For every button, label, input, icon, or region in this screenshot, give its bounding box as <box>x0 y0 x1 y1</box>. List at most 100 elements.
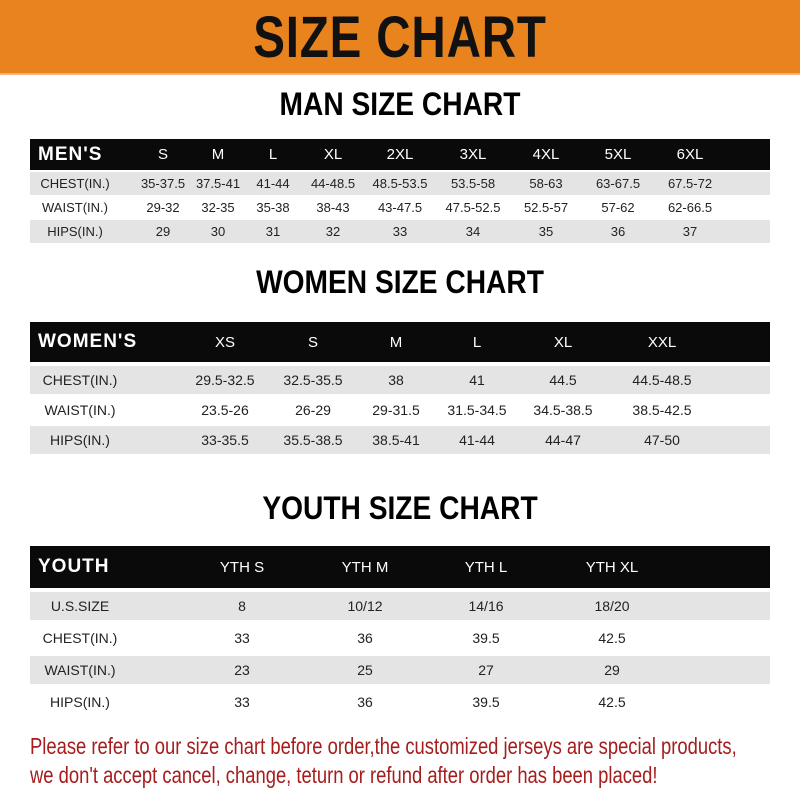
measurement-cell: 52.5-57 <box>523 200 569 215</box>
measurement-cell: 29 <box>155 224 171 239</box>
measurement-cell: 42.5 <box>598 694 626 710</box>
men-section-title: MAN SIZE CHART <box>279 86 521 122</box>
measurement-cell: 29-31.5 <box>372 402 420 418</box>
row-label: WAIST(IN.) <box>42 200 108 215</box>
notice-line-2: we don't accept cancel, change, teturn o… <box>30 762 658 788</box>
table-row: WAIST(IN.) 23.5-26 26-29 29-31.5 31.5-34.5 34… <box>30 396 770 424</box>
size-header-cell: M <box>389 333 403 351</box>
measurement-cell: 67.5-72 <box>667 176 713 191</box>
size-header-cell: 5XL <box>604 146 632 163</box>
measurement-cell: 33 <box>234 694 250 710</box>
row-label: U.S.SIZE <box>50 598 110 614</box>
measurement-cell: 35 <box>538 224 554 239</box>
table-row: HIPS(IN.) 33-35.5 35.5-38.5 38.5-41 41-44 44-… <box>30 426 770 454</box>
size-header-cell: 2XL <box>386 146 414 163</box>
size-header-cell: YTH XL <box>585 558 639 576</box>
measurement-cell: 30 <box>210 224 226 239</box>
measurement-cell: 47.5-52.5 <box>445 200 501 215</box>
table-row: U.S.SIZE 8 10/12 14/16 18/20 <box>30 592 770 620</box>
size-header-cell: YTH L <box>464 558 508 576</box>
measurement-cell: 44-48.5 <box>310 176 356 191</box>
measurement-cell: 36 <box>610 224 626 239</box>
measurement-cell: 39.5 <box>472 630 500 646</box>
table-title-cell: YOUTH <box>38 556 110 577</box>
notice-line-1: Please refer to our size chart before or… <box>30 733 737 759</box>
row-label: HIPS(IN.) <box>50 432 110 448</box>
size-header-cell: L <box>268 146 278 163</box>
measurement-cell: 38.5-41 <box>372 432 420 448</box>
measurement-cell: 36 <box>357 694 373 710</box>
measurement-cell: 36 <box>357 630 373 646</box>
measurement-cell: 23 <box>234 662 250 678</box>
measurement-cell: 41-44 <box>256 176 290 191</box>
table-row: HIPS(IN.) 29 30 31 32 33 34 35 36 37 <box>30 220 770 243</box>
measurement-cell: 25 <box>357 662 373 678</box>
measurement-cell: 10/12 <box>347 598 383 614</box>
measurement-cell: 44.5-48.5 <box>632 372 692 388</box>
size-header-cell: 6XL <box>676 146 704 163</box>
measurement-cell: 41 <box>469 372 485 388</box>
measurement-cell: 34 <box>465 224 481 239</box>
measurement-cell: 29-32 <box>146 200 180 215</box>
size-header-cell: XXL <box>647 333 677 351</box>
size-header-cell: YTH M <box>341 558 389 576</box>
size-header-cell: XL <box>323 146 343 163</box>
size-header-cell: M <box>211 146 225 163</box>
measurement-cell: 35-37.5 <box>140 176 186 191</box>
measurement-cell: 62-66.5 <box>667 200 713 215</box>
table-row: WAIST(IN.) 23 25 27 29 <box>30 656 770 684</box>
row-label: HIPS(IN.) <box>47 224 103 239</box>
measurement-cell: 8 <box>238 598 246 614</box>
measurement-cell: 32.5-35.5 <box>283 372 343 388</box>
measurement-cell: 34.5-38.5 <box>533 402 593 418</box>
measurement-cell: 33 <box>392 224 408 239</box>
measurement-cell: 41-44 <box>459 432 495 448</box>
size-header-cell: XS <box>214 333 236 351</box>
measurement-cell: 23.5-26 <box>201 402 249 418</box>
row-label: WAIST(IN.) <box>44 662 116 678</box>
measurement-cell: 57-62 <box>601 200 635 215</box>
row-label: CHEST(IN.) <box>42 630 118 646</box>
table-title-cell: WOMEN'S <box>38 331 138 352</box>
measurement-cell: 14/16 <box>468 598 504 614</box>
measurement-cell: 35.5-38.5 <box>283 432 343 448</box>
measurement-cell: 47-50 <box>644 432 680 448</box>
banner: SIZE CHART <box>0 0 800 75</box>
measurement-cell: 43-47.5 <box>377 200 423 215</box>
measurement-cell: 32-35 <box>201 200 235 215</box>
table-row: CHEST(IN.) 33 36 39.5 42.5 <box>30 624 770 652</box>
measurement-cell: 18/20 <box>594 598 630 614</box>
size-header-cell: XL <box>553 333 573 351</box>
header-row: WOMEN'S XS S M L XL XXL <box>30 322 770 362</box>
table-row: HIPS(IN.) 33 36 39.5 42.5 <box>30 688 770 716</box>
measurement-cell: 48.5-53.5 <box>372 176 428 191</box>
table-row: WAIST(IN.) 29-32 32-35 35-38 38-43 43-47.5 47.… <box>30 196 770 219</box>
measurement-cell: 37 <box>682 224 698 239</box>
measurement-cell: 31.5-34.5 <box>447 402 507 418</box>
measurement-cell: 63-67.5 <box>595 176 641 191</box>
row-label: CHEST(IN.) <box>42 372 118 388</box>
measurement-cell: 38 <box>388 372 404 388</box>
size-header-cell: S <box>157 146 169 163</box>
measurement-cell: 44-47 <box>545 432 581 448</box>
measurement-cell: 35-38 <box>256 200 290 215</box>
row-label: HIPS(IN.) <box>50 694 110 710</box>
measurement-cell: 29 <box>604 662 620 678</box>
size-header-cell: 3XL <box>459 146 487 163</box>
header-row: YOUTH YTH S YTH M YTH L YTH XL <box>30 546 770 588</box>
youth-section-title: YOUTH SIZE CHART <box>262 490 538 526</box>
measurement-cell: 37.5-41 <box>195 176 241 191</box>
measurement-cell: 29.5-32.5 <box>195 372 255 388</box>
size-header-cell: YTH S <box>219 558 265 576</box>
measurement-cell: 38-43 <box>316 200 350 215</box>
row-label: WAIST(IN.) <box>44 402 116 418</box>
measurement-cell: 26-29 <box>295 402 331 418</box>
row-label: CHEST(IN.) <box>40 176 110 191</box>
measurement-cell: 44.5 <box>549 372 577 388</box>
measurement-cell: 31 <box>265 224 281 239</box>
table-title-cell: MEN'S <box>38 143 103 165</box>
measurement-cell: 27 <box>478 662 494 678</box>
size-header-cell: 4XL <box>532 146 560 163</box>
measurement-cell: 38.5-42.5 <box>632 402 692 418</box>
measurement-cell: 58-63 <box>529 176 563 191</box>
